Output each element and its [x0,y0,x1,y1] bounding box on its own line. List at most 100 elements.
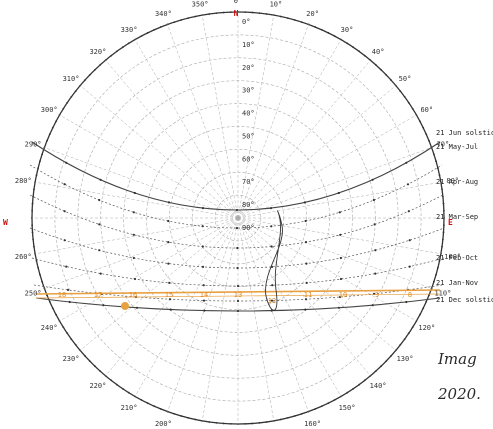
horizon-tick [419,314,421,316]
horizon-tick [41,281,43,283]
horizon-tick [70,96,72,98]
horizon-tick [140,399,142,401]
hour-marker [98,223,100,225]
hour-marker [203,310,205,312]
horizon-tick [252,12,254,14]
hour-marker [202,207,204,209]
horizon-tick [266,421,268,423]
horizon-tick [252,423,254,425]
azimuth-label: 130° [397,355,414,363]
azimuth-label: 60° [420,106,433,114]
horizon-tick [327,32,329,34]
horizon-tick [327,402,329,404]
hour-marker [236,247,238,249]
hour-marker [65,162,67,164]
azimuth-spoke [202,15,238,218]
azimuth-label: 0° [234,0,242,5]
altitude-label: 20° [242,64,255,72]
horizon-tick [99,370,101,372]
hour-marker [98,249,100,251]
hour-marker [409,239,411,241]
horizon-tick [437,167,439,169]
horizon-tick [364,55,366,57]
horizon-tick [110,55,112,57]
sun-path-curve [30,195,443,248]
horizon-tick [32,203,34,205]
horizon-tick [352,388,354,390]
horizon-tick [399,90,401,92]
hour-marker [271,245,273,247]
azimuth-label: 120° [418,324,435,332]
hour-marker [202,245,204,247]
horizon-tick [36,174,38,176]
azimuth-label: 10° [270,0,283,8]
horizon-tick [404,96,406,98]
horizon-tick [147,402,149,404]
diagram-labels: 0° 10°20°30°40°50°60°70°80°100°110°120°13… [3,0,493,428]
hour-marker [372,304,374,306]
horizon-tick [294,415,296,417]
hour-marker [168,282,170,284]
horizon-tick [280,16,282,18]
hour-marker [372,179,374,181]
azimuth-label: 220° [89,382,106,390]
horizon-tick [230,11,232,13]
hour-label: 18 [58,291,66,299]
azimuth-label: 140° [370,382,387,390]
date-curve-label: 21 Feb-Oct [436,254,478,262]
horizon-tick [32,232,34,234]
altitude-label: 0° [242,18,250,26]
hour-marker [374,223,376,225]
horizon-tick [33,188,35,190]
horizon-tick [287,417,289,419]
hour-marker [202,266,204,268]
horizon-tick [70,338,72,340]
horizon-tick [412,108,414,110]
horizon-tick [147,32,149,34]
azimuth-label: 30° [341,26,354,34]
hour-marker [304,309,306,311]
horizon-tick [439,174,441,176]
horizon-tick [321,29,323,31]
horizon-tick [244,423,246,425]
altitude-label: 80° [242,201,255,209]
horizon-tick [321,405,323,407]
hour-marker [405,162,407,164]
horizon-tick [153,405,155,407]
caption-line-2: 2020. [438,385,481,403]
horizon-tick [287,17,289,19]
horizon-tick [443,224,445,226]
hour-label: 15 [165,291,173,299]
hour-marker [133,211,135,213]
hour-marker [64,210,66,212]
horizon-tick [422,127,424,129]
azimuth-spoke [238,218,441,254]
altitude-label: 40° [242,110,255,118]
horizon-tick [62,108,64,110]
horizon-tick [425,301,427,303]
azimuth-label: 330° [121,26,138,34]
azimuth-label: 200° [155,420,172,428]
horizon-tick [408,102,410,104]
azimuth-label: 320° [89,48,106,56]
hour-marker [102,304,104,306]
horizon-tick [244,11,246,13]
hour-marker [203,284,205,286]
hour-marker [271,284,273,286]
azimuth-spoke [35,218,238,254]
horizon-tick [37,267,39,269]
horizon-tick [443,232,445,234]
horizon-tick [280,419,282,421]
azimuth-label: 150° [339,404,356,412]
altitude-label: 10° [242,41,255,49]
horizon-tick [443,203,445,205]
date-curve-label: 21 Jan-Nov [436,279,478,287]
altitude-label: 60° [242,155,255,163]
date-curve-label: 21 Jun solstice [436,129,493,137]
horizon-tick [419,120,421,122]
horizon-tick [358,50,360,52]
horizon-tick [187,17,189,19]
hour-marker [405,301,407,303]
horizon-tick [52,307,54,309]
sun-path-curve [32,142,440,210]
